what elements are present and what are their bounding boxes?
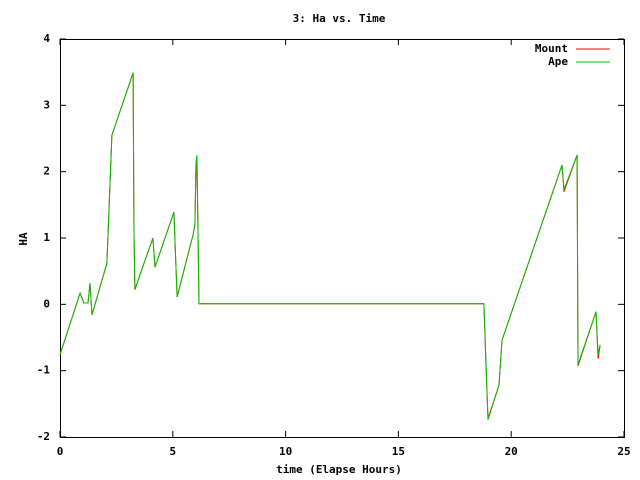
y-tick-label: -1 [37,364,51,377]
x-tick-label: 15 [392,445,405,458]
x-tick-label: 0 [57,445,64,458]
plot-border [60,39,625,438]
y-tick-label: 2 [43,165,50,178]
x-tick-label: 25 [617,445,630,458]
chart-title: 3: Ha vs. Time [293,12,386,25]
x-axis-label: time (Elapse Hours) [276,463,402,476]
y-tick-label: -2 [37,430,50,443]
y-tick-label: 4 [43,32,50,45]
data-line [59,72,601,419]
legend-label: Mount [535,42,568,55]
y-axis-label: HA [17,232,30,246]
data-line [59,72,601,420]
y-tick-label: 0 [43,297,50,310]
x-tick-label: 20 [505,445,518,458]
x-tick-label: 10 [279,445,292,458]
y-tick-label: 1 [43,231,50,244]
x-tick-label: 5 [169,445,176,458]
y-tick-label: 3 [43,98,50,111]
legend-label: Ape [548,55,568,68]
